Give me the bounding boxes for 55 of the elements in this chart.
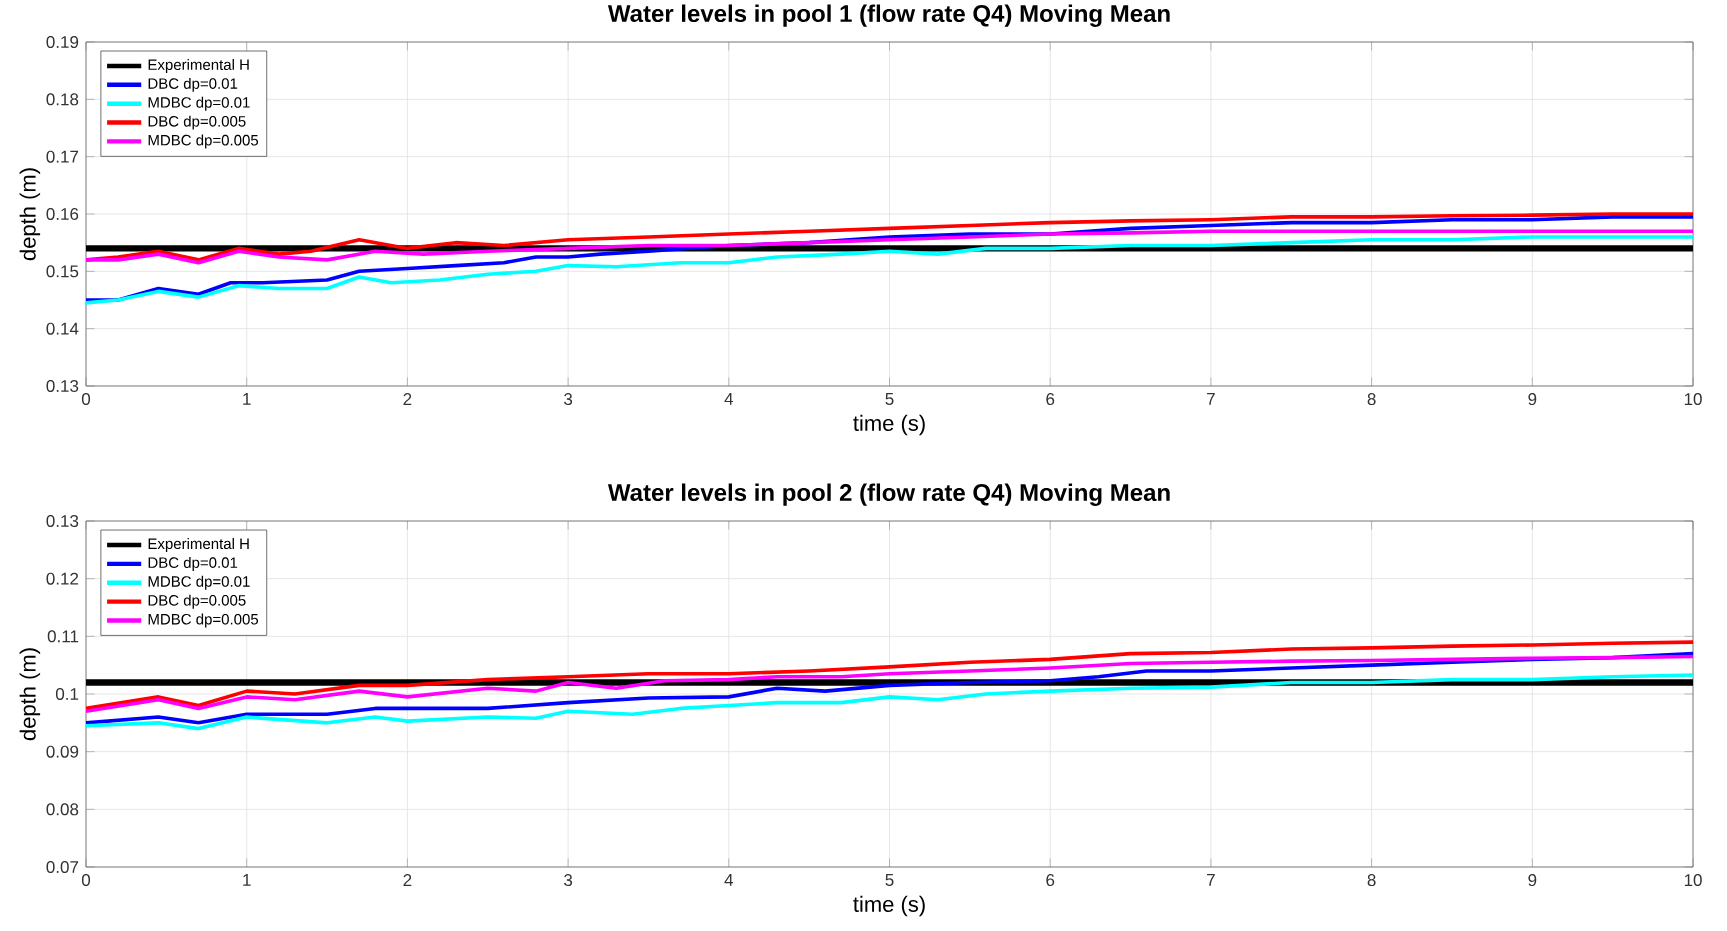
y-axis-title: depth (m) bbox=[19, 648, 41, 741]
x-tick-label: 2 bbox=[403, 874, 412, 886]
y-tick-label: 0.13 bbox=[46, 514, 79, 528]
y-tick-label: 0.16 bbox=[46, 207, 79, 221]
x-tick-label: 8 bbox=[1367, 874, 1376, 887]
y-tick-label: 0.1 bbox=[55, 688, 79, 701]
legend-label: DBC dp=0.005 bbox=[148, 115, 246, 130]
x-tick-label: 9 bbox=[1528, 874, 1537, 887]
y-tick-label: 0.12 bbox=[46, 572, 79, 585]
y-tick-label: 0.18 bbox=[46, 93, 79, 106]
y-tick-label: 0.15 bbox=[46, 265, 79, 278]
line-series bbox=[86, 640, 1694, 711]
y-tick-label: 0.07 bbox=[46, 861, 79, 874]
x-tick-label: 4 bbox=[724, 393, 734, 405]
x-tick-label: 5 bbox=[885, 393, 894, 405]
legend-label: MDBC dp=0.01 bbox=[148, 575, 250, 590]
line-series bbox=[86, 673, 1694, 731]
x-axis-title: time (s) bbox=[853, 414, 925, 436]
y-tick-label: 0.08 bbox=[46, 803, 79, 816]
x-tick-label: 1 bbox=[243, 874, 251, 886]
x-tick-label: 7 bbox=[1207, 393, 1215, 405]
legend-label: DBC dp=0.01 bbox=[148, 77, 238, 92]
x-tick-label: 3 bbox=[564, 874, 573, 887]
x-tick-label: 0 bbox=[81, 393, 91, 406]
chart-title: Water levels in pool 1 (flow rate Q4) Moving Mean bbox=[607, 4, 1170, 27]
x-tick-label: 6 bbox=[1046, 393, 1055, 406]
legend-label: MDBC dp=0.005 bbox=[148, 613, 259, 628]
line-series bbox=[86, 654, 1694, 714]
y-tick-label: 0.09 bbox=[46, 745, 79, 758]
y-axis-title: depth (m) bbox=[19, 168, 41, 261]
legend-label: MDBC dp=0.01 bbox=[148, 96, 250, 111]
x-tick-label: 1 bbox=[243, 393, 251, 405]
legend-label: MDBC dp=0.005 bbox=[148, 134, 259, 149]
x-tick-label: 3 bbox=[564, 393, 573, 406]
x-axis-title: time (s) bbox=[853, 895, 925, 917]
x-tick-label: 9 bbox=[1528, 393, 1537, 406]
legend-label: Experimental H bbox=[148, 59, 249, 73]
legend-label: DBC dp=0.005 bbox=[148, 594, 246, 609]
y-tick-label: 0.13 bbox=[46, 379, 79, 392]
legend-label: DBC dp=0.01 bbox=[148, 556, 238, 571]
x-tick-label: 0 bbox=[81, 874, 91, 887]
x-tick-label: 10 bbox=[1684, 393, 1702, 406]
x-tick-label: 5 bbox=[885, 874, 894, 886]
x-tick-label: 8 bbox=[1367, 393, 1376, 406]
chart-title: Water levels in pool 2 (flow rate Q4) Moving Mean bbox=[607, 483, 1170, 506]
x-tick-label: 2 bbox=[403, 393, 412, 405]
x-tick-label: 7 bbox=[1207, 874, 1215, 886]
legend-label: Experimental H bbox=[148, 538, 249, 553]
x-tick-label: 6 bbox=[1046, 874, 1055, 887]
x-tick-label: 4 bbox=[724, 874, 734, 886]
y-tick-label: 0.11 bbox=[47, 630, 79, 643]
y-tick-label: 0.14 bbox=[46, 322, 79, 335]
y-tick-label: 0.19 bbox=[46, 36, 79, 49]
x-tick-label: 10 bbox=[1684, 874, 1702, 887]
y-tick-label: 0.17 bbox=[46, 150, 79, 163]
